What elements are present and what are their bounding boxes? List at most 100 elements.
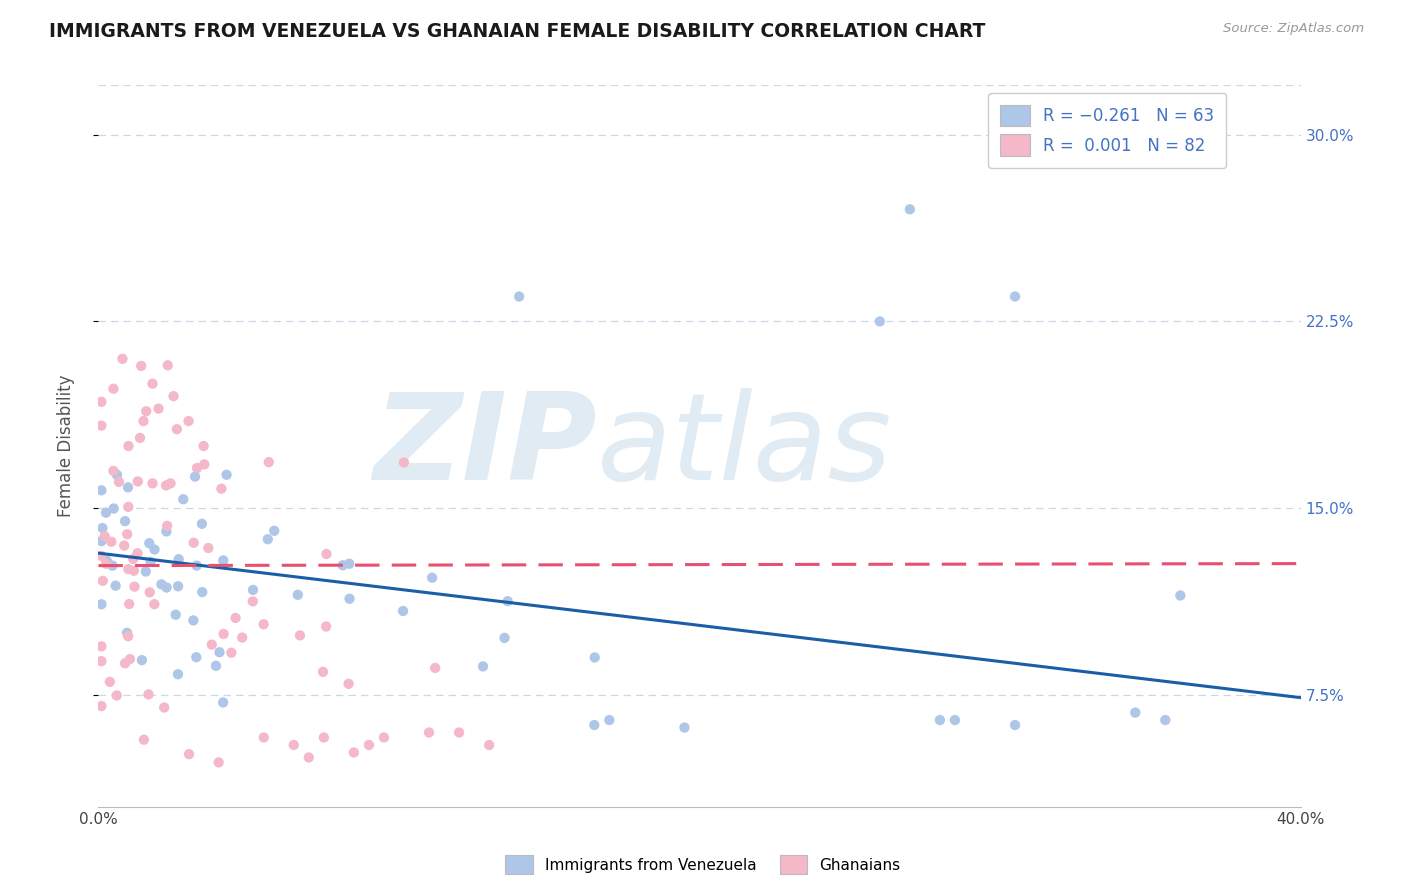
Point xyxy=(90,418,112,433)
Point xyxy=(124,580,146,594)
Point xyxy=(138,585,160,599)
Point xyxy=(150,577,173,591)
Point xyxy=(212,696,235,710)
Point xyxy=(108,475,131,489)
Point xyxy=(929,713,952,727)
Point xyxy=(101,558,124,573)
Point xyxy=(191,516,214,531)
Point xyxy=(332,558,354,573)
Point xyxy=(143,597,166,611)
Point xyxy=(103,382,125,396)
Point xyxy=(496,594,519,608)
Point xyxy=(93,529,115,543)
Point xyxy=(141,376,163,391)
Point xyxy=(583,650,606,665)
Point xyxy=(208,645,231,659)
Point xyxy=(898,202,921,217)
Point xyxy=(263,524,285,538)
Text: Source: ZipAtlas.com: Source: ZipAtlas.com xyxy=(1223,22,1364,36)
Point xyxy=(167,667,190,681)
Point xyxy=(425,661,447,675)
Point xyxy=(165,607,187,622)
Point xyxy=(90,483,112,498)
Point xyxy=(159,476,181,491)
Point xyxy=(103,464,125,478)
Point xyxy=(94,557,117,571)
Point xyxy=(186,650,208,665)
Point xyxy=(172,492,194,507)
Point xyxy=(583,718,606,732)
Point xyxy=(90,549,112,563)
Point xyxy=(418,725,440,739)
Point xyxy=(138,536,160,550)
Point xyxy=(253,617,276,632)
Point xyxy=(90,597,112,611)
Point xyxy=(257,455,280,469)
Point xyxy=(90,394,112,409)
Point xyxy=(138,687,160,701)
Point xyxy=(287,588,309,602)
Point xyxy=(242,582,264,597)
Point xyxy=(212,553,235,567)
Point xyxy=(1170,589,1192,603)
Point xyxy=(90,534,112,549)
Point xyxy=(131,653,153,667)
Point xyxy=(208,756,231,770)
Point xyxy=(129,431,152,445)
Point xyxy=(143,542,166,557)
Point xyxy=(90,640,112,654)
Point xyxy=(91,574,114,588)
Point xyxy=(205,658,228,673)
Point xyxy=(90,699,112,714)
Point xyxy=(1123,706,1146,720)
Point xyxy=(253,731,276,745)
Point xyxy=(392,604,415,618)
Point xyxy=(209,482,232,496)
Text: IMMIGRANTS FROM VENEZUELA VS GHANAIAN FEMALE DISABILITY CORRELATION CHART: IMMIGRANTS FROM VENEZUELA VS GHANAIAN FE… xyxy=(49,22,986,41)
Point xyxy=(472,659,495,673)
Point xyxy=(132,732,155,747)
Point xyxy=(148,401,170,416)
Point xyxy=(508,289,530,303)
Point xyxy=(127,475,149,489)
Point xyxy=(183,535,205,549)
Point xyxy=(337,557,360,571)
Point xyxy=(197,541,219,555)
Point xyxy=(153,700,176,714)
Point xyxy=(166,422,188,436)
Point xyxy=(256,533,278,547)
Point xyxy=(122,564,145,578)
Point xyxy=(114,514,136,528)
Point xyxy=(869,314,891,328)
Point xyxy=(943,713,966,727)
Point xyxy=(98,674,121,689)
Point xyxy=(288,628,311,642)
Point xyxy=(315,619,337,633)
Point xyxy=(191,585,214,599)
Point xyxy=(673,721,696,735)
Point xyxy=(96,554,118,568)
Point xyxy=(186,461,208,475)
Point xyxy=(127,546,149,560)
Point xyxy=(478,738,501,752)
Point xyxy=(103,501,125,516)
Point xyxy=(212,627,235,641)
Point xyxy=(337,677,360,691)
Point xyxy=(315,547,337,561)
Legend: Immigrants from Venezuela, Ghanaians: Immigrants from Venezuela, Ghanaians xyxy=(499,849,907,880)
Point xyxy=(598,713,620,727)
Point xyxy=(129,359,152,373)
Point xyxy=(339,591,361,606)
Point xyxy=(420,571,443,585)
Legend: R = −0.261   N = 63, R =  0.001   N = 82: R = −0.261 N = 63, R = 0.001 N = 82 xyxy=(988,93,1226,168)
Point xyxy=(114,657,136,671)
Point xyxy=(104,579,127,593)
Point xyxy=(155,524,177,539)
Point xyxy=(231,631,253,645)
Point xyxy=(132,414,155,428)
Point xyxy=(156,359,179,373)
Point xyxy=(373,731,395,745)
Point xyxy=(298,750,321,764)
Point xyxy=(1154,713,1177,727)
Point xyxy=(162,389,184,403)
